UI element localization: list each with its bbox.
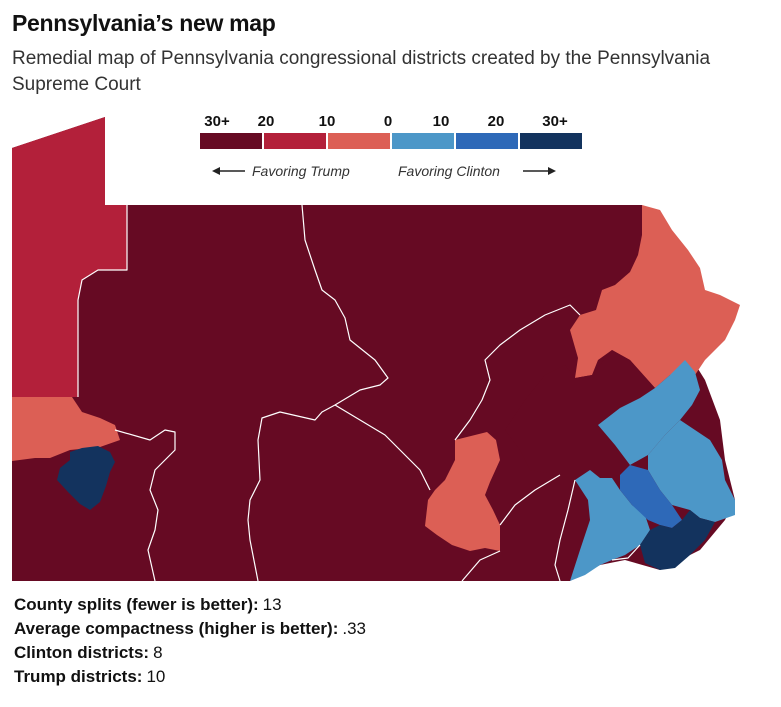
stat-value: .33 — [342, 619, 366, 638]
legend-tick: 10 — [319, 113, 336, 130]
legend-swatch-trump-10 — [328, 133, 390, 149]
stat-county-splits: County splits (fewer is better): 13 — [14, 593, 366, 617]
district-bucks[interactable] — [648, 420, 735, 522]
legend-trump-label: Favoring Trump — [252, 163, 350, 179]
stat-clinton-districts: Clinton districts: 8 — [14, 641, 366, 665]
legend-clinton-label: Favoring Clinton — [398, 163, 500, 179]
district-lancaster[interactable] — [505, 350, 655, 480]
district-northeast[interactable] — [570, 205, 740, 388]
stat-label: Average compactness (higher is better): — [14, 619, 339, 638]
legend-swatch-clinton-20 — [456, 133, 518, 149]
district-west[interactable] — [12, 397, 120, 461]
district-pittsburgh[interactable] — [57, 446, 115, 510]
legend-tick: 30+ — [542, 113, 568, 130]
stat-label: Clinton districts: — [14, 643, 150, 662]
district-chester[interactable] — [570, 470, 650, 581]
stat-value: 8 — [153, 643, 163, 662]
stat-compactness: Average compactness (higher is better):.… — [14, 617, 366, 641]
legend-tick: 20 — [488, 113, 505, 130]
district-montgomery[interactable] — [620, 465, 682, 528]
page-subtitle: Remedial map of Pennsylvania congression… — [12, 48, 711, 95]
legend-tick: 30+ — [204, 113, 230, 130]
stat-label: Trump districts: — [14, 667, 143, 686]
legend-swatch-trump-20 — [264, 133, 326, 149]
legend-tick: 20 — [258, 113, 275, 130]
legend-swatch-trump-30 — [200, 133, 262, 149]
stat-label: County splits (fewer is better): — [14, 595, 259, 614]
legend-swatch-clinton-30 — [520, 133, 582, 149]
stat-value: 10 — [146, 667, 166, 686]
stats-list: County splits (fewer is better): 13 Avera… — [14, 593, 366, 689]
arrow-left-icon — [212, 167, 245, 175]
district-lehigh[interactable] — [598, 360, 700, 465]
arrow-right-icon — [523, 167, 556, 175]
district-boundaries — [77, 204, 641, 582]
legend-tick: 10 — [433, 113, 450, 130]
district-philadelphia[interactable] — [640, 510, 715, 570]
map-legend: 30+ 20 10 0 10 20 30+ Favoring Trump Fav… — [200, 113, 582, 179]
district-northwest[interactable] — [12, 117, 127, 397]
legend-swatch-clinton-10 — [392, 133, 454, 149]
stat-value: 13 — [262, 595, 282, 614]
page-title: Pennsylvania’s new map — [12, 10, 276, 36]
stat-trump-districts: Trump districts: 10 — [14, 665, 366, 689]
legend-tick: 0 — [384, 113, 392, 130]
district-central-south[interactable] — [425, 432, 500, 551]
